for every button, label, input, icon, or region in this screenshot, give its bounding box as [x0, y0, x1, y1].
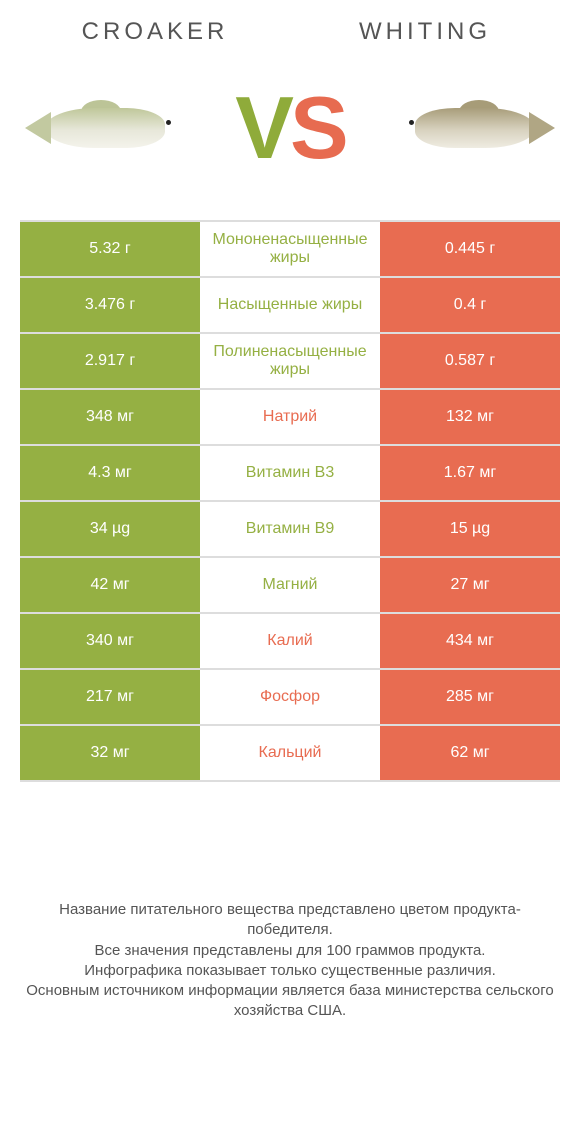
nutrient-label: Магний [200, 558, 380, 612]
left-value: 34 µg [20, 502, 200, 556]
footer-line: Все значения представлены для 100 граммо… [18, 941, 562, 961]
table-row: 32 мгКальций62 мг [20, 726, 560, 782]
images-row: VS [0, 50, 580, 220]
table-row: 34 µgВитамин B915 µg [20, 502, 560, 558]
left-value: 4.3 мг [20, 446, 200, 500]
table-row: 42 мгМагний27 мг [20, 558, 560, 614]
right-value: 285 мг [380, 670, 560, 724]
left-value: 2.917 г [20, 334, 200, 388]
left-value: 340 мг [20, 614, 200, 668]
table-row: 5.32 гМононенасыщенные жиры0.445 г [20, 222, 560, 278]
nutrient-label: Полиненасыщенные жиры [200, 334, 380, 388]
vs-v: V [235, 78, 290, 177]
footer-line: Основным источником информации является … [18, 981, 562, 1022]
nutrient-label: Кальций [200, 726, 380, 780]
table-row: 2.917 гПолиненасыщенные жиры0.587 г [20, 334, 560, 390]
right-value: 132 мг [380, 390, 560, 444]
nutrient-label: Калий [200, 614, 380, 668]
right-value: 0.4 г [380, 278, 560, 332]
table-row: 340 мгКалий434 мг [20, 614, 560, 670]
table-row: 348 мгНатрий132 мг [20, 390, 560, 446]
right-value: 0.445 г [380, 222, 560, 276]
right-value: 0.587 г [380, 334, 560, 388]
left-value: 217 мг [20, 670, 200, 724]
right-product-image [370, 58, 570, 198]
header: CROAKER WHITING [0, 0, 580, 50]
right-value: 15 µg [380, 502, 560, 556]
table-row: 3.476 гНасыщенные жиры0.4 г [20, 278, 560, 334]
left-value: 5.32 г [20, 222, 200, 276]
right-value: 62 мг [380, 726, 560, 780]
left-value: 32 мг [20, 726, 200, 780]
nutrient-label: Витамин B9 [200, 502, 380, 556]
left-product-title: CROAKER [20, 18, 290, 46]
left-product-image [10, 58, 210, 198]
table-row: 217 мгФосфор285 мг [20, 670, 560, 726]
fish-icon [385, 98, 555, 158]
footer-line: Название питательного вещества представл… [18, 900, 562, 941]
right-value: 27 мг [380, 558, 560, 612]
nutrient-label: Витамин B3 [200, 446, 380, 500]
right-value: 434 мг [380, 614, 560, 668]
table-row: 4.3 мгВитамин B31.67 мг [20, 446, 560, 502]
fish-icon [25, 98, 195, 158]
footer-line: Инфографика показывает только существенн… [18, 961, 562, 981]
nutrient-table: 5.32 гМононенасыщенные жиры0.445 г3.476 … [20, 220, 560, 782]
nutrient-label: Натрий [200, 390, 380, 444]
left-value: 348 мг [20, 390, 200, 444]
nutrient-label: Насыщенные жиры [200, 278, 380, 332]
left-value: 42 мг [20, 558, 200, 612]
right-value: 1.67 мг [380, 446, 560, 500]
vs-label: VS [235, 84, 344, 172]
footer-notes: Название питательного вещества представл… [0, 900, 580, 1022]
nutrient-label: Мононенасыщенные жиры [200, 222, 380, 276]
right-product-title: WHITING [290, 18, 560, 46]
vs-s: S [290, 78, 345, 177]
left-value: 3.476 г [20, 278, 200, 332]
nutrient-label: Фосфор [200, 670, 380, 724]
